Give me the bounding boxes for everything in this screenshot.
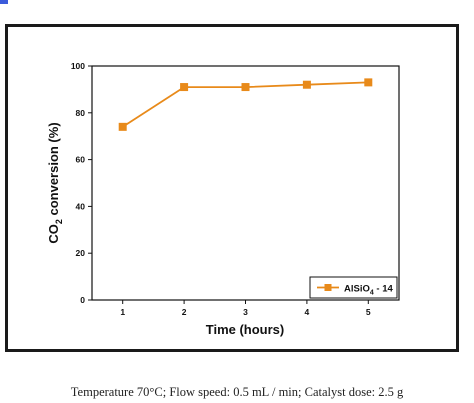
accent-bar xyxy=(0,0,8,4)
chart: 0 20 40 60 80 100 1 2 3 4 5 Time (hours) CO2 conv… xyxy=(46,61,400,337)
legend-marker xyxy=(324,284,332,291)
x-tick-label: 2 xyxy=(182,307,187,317)
chart-frame: 0 20 40 60 80 100 1 2 3 4 5 Time (hours) CO2 conv… xyxy=(5,24,459,352)
legend: AlSiO4 - 14 xyxy=(309,276,398,299)
y-tick-label: 20 xyxy=(76,248,86,258)
y-axis-label: CO2 conversion (%) xyxy=(46,122,64,243)
data-point xyxy=(364,78,373,87)
series-group xyxy=(118,78,373,131)
legend-box xyxy=(309,276,398,299)
x-axis: 1 2 3 4 5 xyxy=(120,300,371,317)
y-axis: 0 20 40 60 80 100 xyxy=(71,61,92,305)
x-tick-label: 3 xyxy=(243,307,248,317)
data-point xyxy=(302,80,311,89)
x-axis-label: Time (hours) xyxy=(206,322,285,337)
y-tick-label: 40 xyxy=(76,201,86,211)
y-tick-label: 100 xyxy=(71,61,85,71)
figure-caption: Temperature 70°C; Flow speed: 0.5 mL / m… xyxy=(70,385,404,399)
x-tick-label: 5 xyxy=(366,307,371,317)
x-tick-label: 4 xyxy=(305,307,310,317)
y-tick-label: 60 xyxy=(76,155,86,165)
data-point xyxy=(241,83,250,92)
data-point xyxy=(180,83,189,92)
data-point xyxy=(118,122,127,131)
legend-label: AlSiO4 - 14 xyxy=(344,284,394,297)
y-tick-label: 0 xyxy=(80,295,85,305)
y-tick-label: 80 xyxy=(76,108,86,118)
plot-area xyxy=(91,65,400,301)
x-tick-label: 1 xyxy=(120,307,125,317)
